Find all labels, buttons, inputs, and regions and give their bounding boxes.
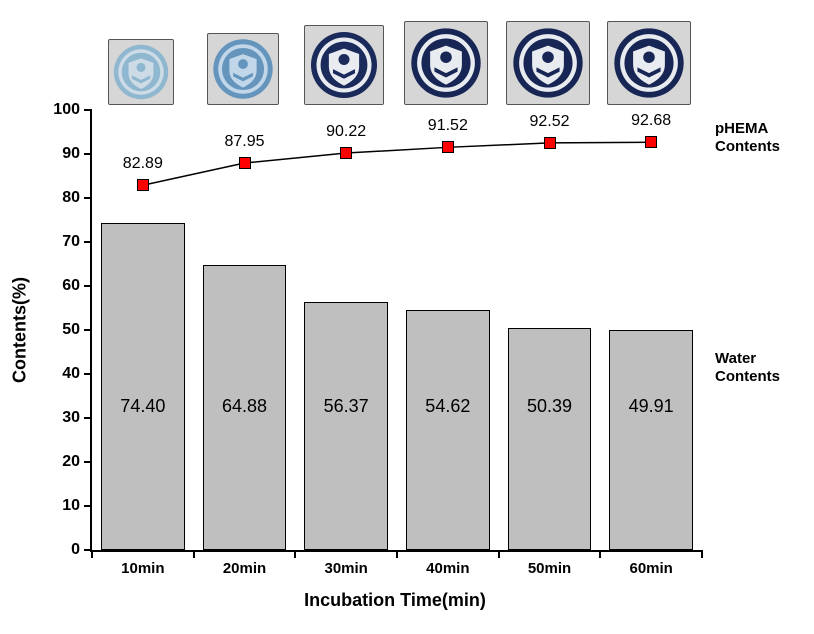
seal-icon [613,27,685,99]
seal-icon [112,44,169,101]
bar [406,310,489,550]
bar-value-label: 49.91 [629,396,674,417]
y-tick-label: 40 [62,365,80,383]
x-tick [91,550,93,558]
seal-icon [511,27,583,99]
y-tick-label: 50 [62,321,80,339]
x-tick-label: 50min [528,560,571,577]
sample-thumbnail [207,33,279,105]
y-tick-label: 30 [62,409,80,427]
line-marker [340,147,352,159]
y-tick [84,505,92,507]
sample-thumbnail [304,25,384,105]
line-value-label: 82.89 [123,155,163,173]
y-tick-label: 90 [62,145,80,163]
bar-value-label: 50.39 [527,396,572,417]
bar [304,302,387,550]
line-marker [239,157,251,169]
sample-thumbnail [108,39,174,105]
plot-area: 010203040506070809010010min20min30min40m… [90,110,702,552]
x-tick-label: 20min [223,560,266,577]
y-tick [84,109,92,111]
y-tick-label: 0 [71,541,80,559]
x-tick [396,550,398,558]
line-value-label: 90.22 [326,123,366,141]
y-tick [84,461,92,463]
chart-container: 0 10 20 30 40 50 60 70 80 90 100 10min 20min 30min 40m… [0,0,814,634]
y-tick [84,241,92,243]
y-tick [84,373,92,375]
x-axis-label: Incubation Time(min) [304,590,486,611]
bar-value-label: 64.88 [222,396,267,417]
x-tick [193,550,195,558]
line-marker [137,179,149,191]
seal-icon [410,27,482,99]
x-tick [599,550,601,558]
y-tick-label: 80 [62,189,80,207]
x-tick-label: 40min [426,560,469,577]
y-tick [84,153,92,155]
bar [609,330,692,550]
bar-value-label: 56.37 [324,396,369,417]
line-value-label: 92.68 [631,112,671,130]
seal-icon [212,38,274,100]
y-tick [84,197,92,199]
y-tick-label: 60 [62,277,80,295]
y-axis-label: Contents(%) [10,277,31,383]
sample-thumbnail [607,21,691,105]
bar-value-label: 54.62 [425,396,470,417]
y-tick-label: 70 [62,233,80,251]
line-value-label: 92.52 [529,113,569,131]
line-marker [645,136,657,148]
y-tick-label: 20 [62,453,80,471]
y-tick-label: 10 [62,497,80,515]
line-value-label: 91.52 [428,117,468,135]
sample-thumbnail [404,21,488,105]
line-marker [442,141,454,153]
seal-icon [310,31,379,100]
bar-value-label: 74.40 [120,396,165,417]
y-tick [84,329,92,331]
x-tick-label: 10min [121,560,164,577]
x-tick-label: 30min [324,560,367,577]
bar [508,328,591,550]
y-tick-label: 100 [53,101,80,119]
x-tick-label: 60min [629,560,672,577]
bar [101,223,184,550]
x-tick [701,550,703,558]
sample-thumbnail [506,21,590,105]
y-tick [84,417,92,419]
x-tick [498,550,500,558]
line-value-label: 87.95 [224,133,264,151]
x-tick [294,550,296,558]
line-marker [544,137,556,149]
series-label-water: WaterContents [715,350,780,386]
y-tick [84,285,92,287]
series-label-phema: pHEMAContents [715,120,780,156]
